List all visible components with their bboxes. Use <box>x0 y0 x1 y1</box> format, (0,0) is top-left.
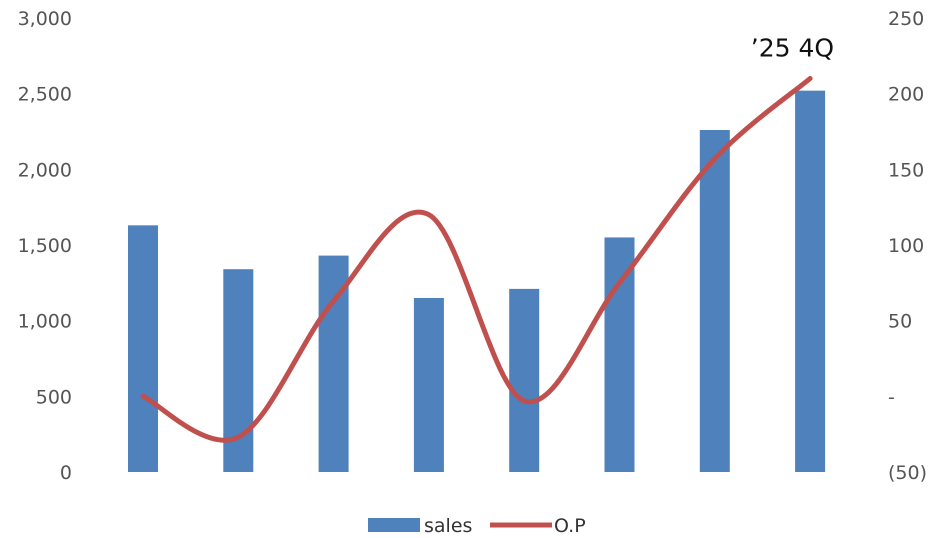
legend-label-op: O.P <box>554 515 586 537</box>
sales-bar <box>509 288 540 472</box>
left-tick-label: 500 <box>36 386 72 408</box>
right-axis: (50) - 50 100 150 200 250 <box>888 8 927 484</box>
sales-bar <box>795 90 826 472</box>
right-tick-label: 200 <box>888 84 924 106</box>
op-line-group <box>140 76 813 443</box>
right-tick-label: 250 <box>888 8 924 30</box>
right-tick-label: 100 <box>888 235 924 257</box>
annotation-label: ’25 4Q <box>751 34 834 63</box>
left-tick-label: 0 <box>60 462 72 484</box>
sales-bar <box>128 225 158 472</box>
op-line <box>140 76 813 443</box>
left-tick-label: 2,000 <box>18 159 72 181</box>
sales-bars <box>128 90 826 472</box>
annotations: ’25 4Q <box>751 34 834 63</box>
right-tick-label: (50) <box>888 462 927 484</box>
left-tick-label: 1,000 <box>18 311 72 333</box>
right-tick-label: 50 <box>888 311 912 333</box>
sales-bar <box>604 237 635 472</box>
right-tick-label: - <box>888 386 895 408</box>
left-tick-label: 2,500 <box>18 84 72 106</box>
right-tick-label: 150 <box>888 159 924 181</box>
left-axis: 0 500 1,000 1,500 2,000 2,500 3,000 <box>18 8 72 484</box>
left-tick-label: 3,000 <box>18 8 72 30</box>
legend-label-sales: sales <box>424 515 472 537</box>
sales-bar <box>699 129 730 472</box>
sales-bar <box>413 297 444 472</box>
left-tick-label: 1,500 <box>18 235 72 257</box>
legend-swatch-sales <box>368 518 420 532</box>
legend: sales O.P <box>368 515 586 537</box>
